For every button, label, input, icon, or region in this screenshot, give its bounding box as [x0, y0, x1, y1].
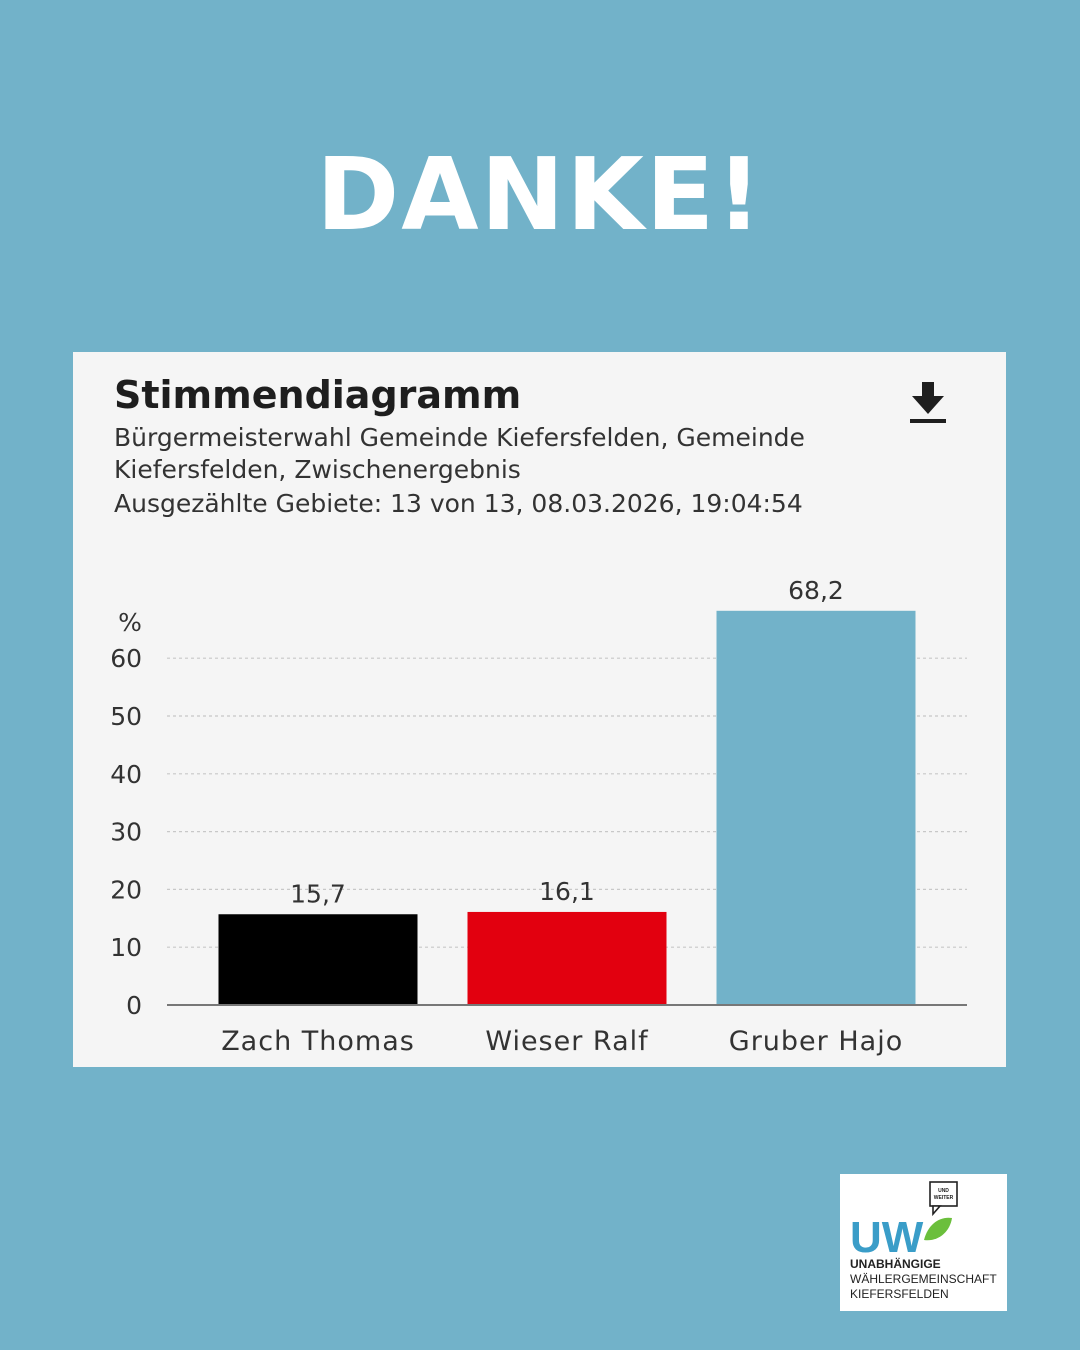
bar [716, 610, 916, 1005]
bar-chart: 0 10 20 30 40 50 60% 15,7 Zach Thomas 16,1 Wieser … [110, 576, 967, 1057]
data-label: 15,7 [290, 879, 346, 908]
bar [467, 911, 667, 1005]
y-tick-label: 60 [110, 644, 142, 673]
bar [218, 914, 418, 1005]
y-tick-label: 30 [110, 818, 142, 847]
chart-meta: Ausgezählte Gebiete: 13 von 13, 08.03.20… [114, 489, 803, 518]
svg-text:UND: UND [938, 1188, 949, 1194]
logo: UND WEITER UW UNABHÄNGIGE WÄHLERGEMEINSC… [840, 1174, 1007, 1311]
x-tick-label: Zach Thomas [221, 1026, 415, 1057]
headline: DANKE! [316, 136, 764, 253]
y-tick-label: 40 [110, 760, 142, 789]
x-tick-label: Wieser Ralf [485, 1026, 649, 1057]
chart-card: Stimmendiagramm Bürgermeisterwahl Gemein… [73, 352, 1006, 1067]
org-name: UNABHÄNGIGE WÄHLERGEMEINSCHAFT KIEFERSFE… [850, 1257, 997, 1301]
data-label: 68,2 [788, 576, 844, 605]
y-unit-label: % [118, 608, 142, 637]
svg-text:UW: UW [850, 1213, 924, 1259]
x-tick-label: Gruber Hajo [729, 1026, 903, 1057]
data-label: 16,1 [539, 877, 595, 906]
svg-text:WEITER: WEITER [934, 1195, 954, 1201]
chart-title: Stimmendiagramm [114, 373, 522, 417]
y-tick-label: 50 [110, 702, 142, 731]
y-tick-label: 0 [126, 991, 142, 1020]
download-icon[interactable] [908, 382, 948, 426]
y-tick-label: 20 [110, 875, 142, 904]
chart-subtitle: Bürgermeisterwahl Gemeinde Kiefersfelden… [114, 423, 805, 484]
y-tick-label: 10 [110, 933, 142, 962]
